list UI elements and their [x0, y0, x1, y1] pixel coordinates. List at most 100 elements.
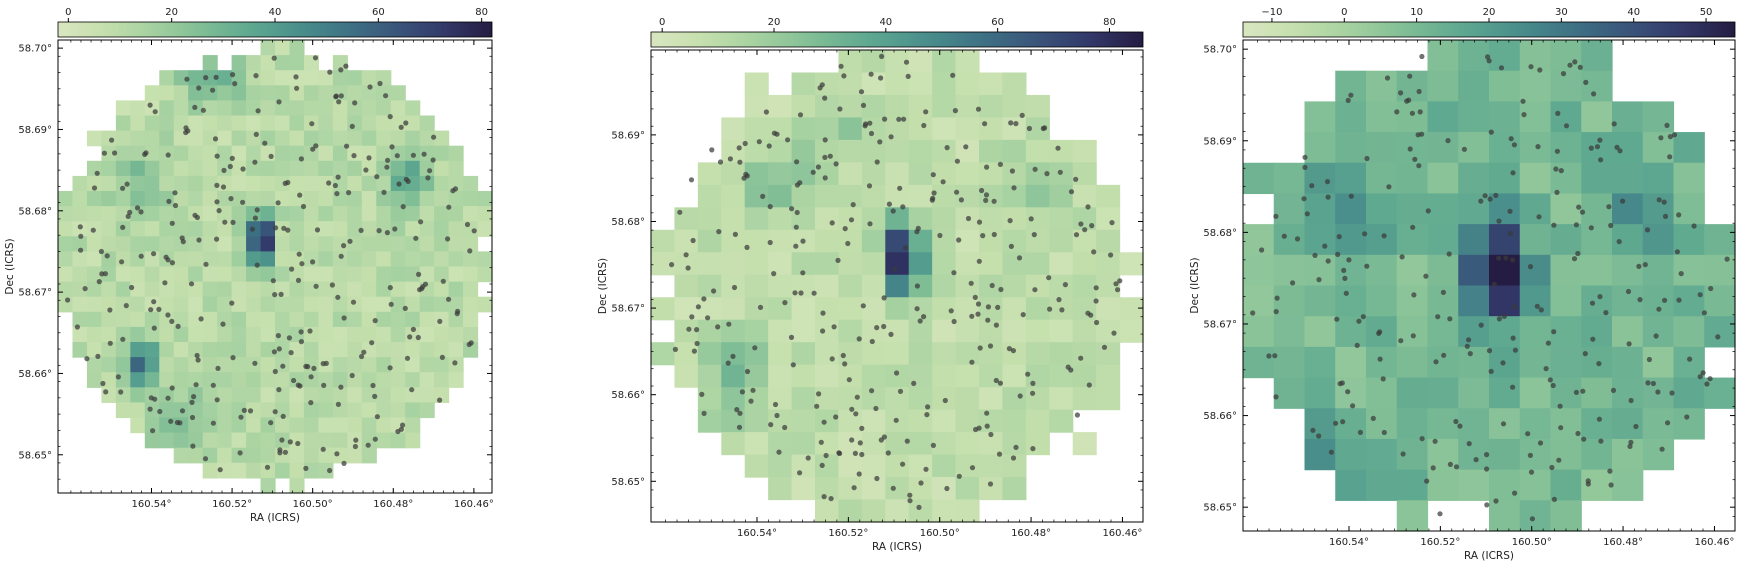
heatmap-cell [231, 160, 247, 177]
source-point [1322, 243, 1328, 249]
source-point [1377, 356, 1383, 362]
heatmap-cell [721, 207, 746, 231]
heatmap-cell [1519, 438, 1552, 471]
heatmap-cell [1002, 477, 1027, 501]
heatmap-cell [979, 387, 1004, 411]
heatmap-cell [1489, 101, 1521, 133]
heatmap-cell [260, 342, 276, 358]
heatmap-cell [1243, 162, 1275, 195]
heatmap-cell [390, 326, 406, 343]
heatmap-cell [1519, 162, 1552, 195]
heatmap-cell [405, 221, 421, 237]
heatmap-cell [188, 417, 204, 434]
heatmap-cell [791, 274, 816, 298]
source-point [930, 442, 937, 448]
heatmap-cell [838, 477, 863, 501]
heatmap-cell [289, 221, 305, 237]
heatmap-cell [202, 221, 218, 237]
heatmap-cell [721, 432, 746, 456]
heatmap-cell [1396, 162, 1429, 195]
source-point [410, 326, 416, 332]
heatmap-cell [1002, 72, 1027, 96]
heatmap-cell [448, 281, 464, 298]
heatmap-cell [697, 319, 722, 343]
source-point [842, 361, 848, 367]
source-point [677, 209, 683, 215]
source-point [1062, 282, 1068, 288]
source-point [123, 303, 129, 309]
source-point [202, 456, 209, 462]
source-point [757, 304, 764, 310]
heatmap-cell [721, 252, 746, 276]
y-tick-label: 58.69° [18, 125, 52, 136]
heatmap-cell [1335, 285, 1367, 317]
heatmap-cell [130, 160, 146, 177]
source-point [180, 239, 186, 245]
source-point [193, 382, 199, 388]
heatmap-cell [144, 417, 160, 434]
source-point [1325, 258, 1331, 264]
source-point [739, 389, 746, 395]
heatmap-cell [1335, 316, 1367, 348]
source-point [837, 450, 843, 457]
heatmap-cell [318, 296, 334, 313]
source-point [1108, 252, 1114, 258]
heatmap-cell [419, 175, 435, 192]
heatmap-cell [289, 100, 305, 117]
heatmap-cell [1072, 364, 1097, 388]
source-point [385, 157, 391, 163]
heatmap-cell [697, 252, 722, 276]
heatmap-cell [202, 175, 218, 192]
heatmap-cell [1002, 207, 1027, 231]
heatmap-cell [144, 266, 160, 283]
heatmap-cell [885, 184, 910, 208]
heatmap-cell [1002, 117, 1027, 141]
heatmap-cell [791, 454, 816, 478]
heatmap-cell [768, 409, 793, 433]
heatmap-cell [159, 115, 175, 132]
heatmap-cell [72, 175, 88, 192]
heatmap-cell [361, 130, 377, 147]
source-point [951, 270, 957, 276]
source-point [404, 355, 411, 361]
heatmap-cell [188, 311, 204, 328]
source-point [767, 204, 773, 210]
source-point [1608, 222, 1614, 229]
heatmap-cell [217, 402, 233, 419]
source-points [65, 55, 477, 474]
source-point [1020, 312, 1026, 318]
heatmap-cell [260, 236, 276, 252]
source-point [268, 153, 274, 159]
heatmap-cell [332, 342, 348, 358]
heatmap-cell [260, 115, 276, 132]
heatmap-cell [144, 130, 160, 147]
heatmap-cell [744, 342, 769, 366]
heatmap-cell [1002, 229, 1027, 253]
heatmap-cell [260, 432, 276, 449]
source-point [923, 466, 929, 472]
heatmap-cell [260, 145, 276, 162]
heatmap-cell [246, 402, 262, 419]
heatmap-cell [376, 432, 392, 449]
heatmap-cell [697, 229, 722, 253]
heatmap-cell [376, 281, 392, 298]
source-point [1343, 290, 1349, 296]
heatmap-cell [217, 447, 233, 464]
heatmap-cell [101, 206, 117, 222]
heatmap-cell [477, 251, 493, 268]
source-point [1691, 223, 1697, 229]
heatmap-cell [303, 251, 319, 268]
heatmap-cell [173, 85, 189, 101]
heatmap-cell [744, 432, 769, 456]
source-point [1441, 352, 1447, 358]
heatmap-cell [1025, 207, 1050, 231]
source-point [845, 240, 851, 247]
source-point [1057, 169, 1063, 175]
source-point [1316, 277, 1322, 283]
heatmap-cell [130, 191, 146, 207]
source-point [782, 424, 788, 431]
heatmap-cell [361, 206, 377, 222]
heatmap-cell [838, 409, 863, 433]
heatmap-cell [275, 402, 291, 419]
source-point [214, 182, 220, 188]
